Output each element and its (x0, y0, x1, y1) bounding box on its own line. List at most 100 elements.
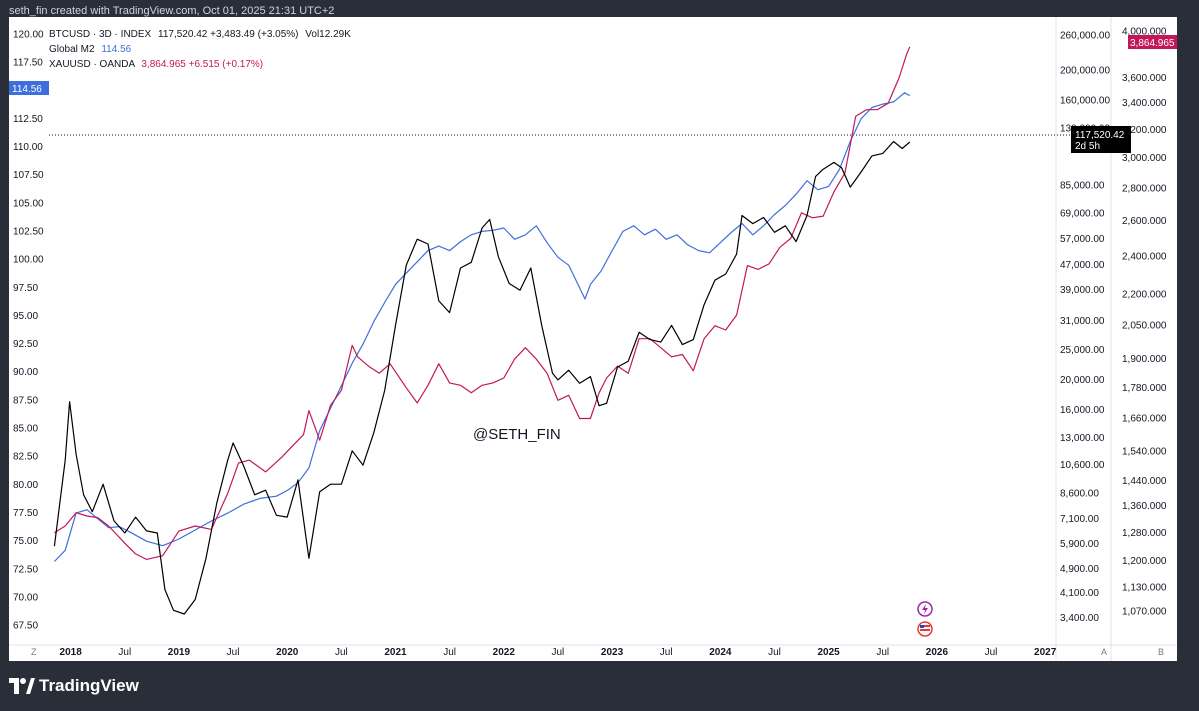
x-axis-tick: 2019 (168, 647, 191, 658)
m2-series-line[interactable] (53, 92, 911, 562)
left-axis-tick: 82.50 (13, 452, 38, 463)
left-axis-tick: 70.00 (13, 593, 38, 604)
chart-legend: BTCUSD · 3D · INDEX 117,520.42 +3,483.49… (49, 27, 351, 72)
x-axis-tick: 2024 (709, 647, 732, 658)
left-axis-tick: 80.00 (13, 480, 38, 491)
left-axis-tick: 100.00 (13, 255, 44, 266)
badge-gold-price-text: 3,864.965 (1130, 38, 1175, 49)
gold-axis-tick: 2,400.000 (1122, 251, 1167, 262)
gold-axis-tick: 1,780.000 (1122, 383, 1167, 394)
btc-axis-tick: 85,000.00 (1060, 181, 1105, 192)
left-axis-tick: 92.50 (13, 339, 38, 350)
gold-axis-tick: 1,130.000 (1122, 583, 1167, 594)
btc-axis-tick: 200,000.00 (1060, 66, 1110, 77)
x-axis-tick: Jul (985, 647, 998, 658)
chart-panel[interactable]: 120.00117.50115.00112.50110.00107.50105.… (9, 17, 1177, 661)
chart-attribution: seth_fin created with TradingView.com, O… (9, 5, 335, 17)
legend-btc-value: 117,520.42 +3,483.49 (+3.05%) (158, 29, 299, 40)
btc-axis-tick: 31,000.00 (1060, 316, 1105, 327)
gold-axis-tick: 3,200.000 (1122, 125, 1167, 136)
btc-axis-tick: 47,000.00 (1060, 260, 1105, 271)
x-axis-tick: 2021 (384, 647, 407, 658)
btc-axis-tick: 8,600.00 (1060, 488, 1099, 499)
btc-axis-tick: 25,000.00 (1060, 345, 1105, 356)
x-axis-tick: Jul (552, 647, 565, 658)
x-axis-tick: Jul (768, 647, 781, 658)
x-axis-tick: 2020 (276, 647, 299, 658)
btc-axis-tick: 160,000.00 (1060, 96, 1110, 107)
gold-axis-tick: 1,360.000 (1122, 501, 1167, 512)
scale-toggle-a[interactable]: A (1101, 647, 1107, 657)
legend-row-gold[interactable]: XAUUSD · OANDA 3,864.965 +6.515 (+0.17%) (49, 57, 351, 72)
left-axis-tick: 107.50 (13, 170, 44, 181)
legend-btc-label: BTCUSD · 3D · INDEX (49, 29, 152, 40)
tradingview-logo[interactable]: TradingView (9, 676, 139, 696)
legend-row-btc[interactable]: BTCUSD · 3D · INDEX 117,520.42 +3,483.49… (49, 27, 351, 42)
gold-axis-tick: 1,440.000 (1122, 476, 1167, 487)
chart-canvas[interactable]: 120.00117.50115.00112.50110.00107.50105.… (9, 17, 1177, 661)
gold-axis-tick: 3,600.000 (1122, 73, 1167, 84)
badge-btc-price-text: 117,520.42 (1075, 130, 1125, 141)
gold-axis-tick: 2,200.000 (1122, 290, 1167, 301)
btc-axis-tick: 20,000.00 (1060, 375, 1105, 386)
btc-axis-tick: 7,100.00 (1060, 514, 1099, 525)
left-axis-tick: 67.50 (13, 621, 38, 632)
legend-m2-value: 114.56 (101, 44, 132, 55)
btc-axis-tick: 16,000.00 (1060, 405, 1105, 416)
gold-axis-tick: 1,900.000 (1122, 354, 1167, 365)
gold-axis-tick: 1,200.000 (1122, 556, 1167, 567)
btc-axis-tick: 260,000.00 (1060, 30, 1110, 41)
x-axis-tick: 2022 (493, 647, 516, 658)
legend-btc-volume: Vol12.29K (305, 29, 351, 40)
btc-axis-tick: 39,000.00 (1060, 285, 1105, 296)
x-axis-tick: Jul (876, 647, 889, 658)
left-axis-tick: 85.00 (13, 424, 38, 435)
btc-axis-tick: 5,900.00 (1060, 539, 1099, 550)
watermark: @SETH_FIN (473, 426, 561, 443)
left-axis-tick: 87.50 (13, 395, 38, 406)
left-axis-tick: 102.50 (13, 226, 44, 237)
btc-axis-tick: 4,900.00 (1060, 564, 1099, 575)
x-axis-tick: Jul (227, 647, 240, 658)
gold-series-line[interactable] (54, 46, 911, 561)
badge-m2-left-text: 114.56 (12, 84, 42, 95)
x-axis-tick: Jul (660, 647, 673, 658)
badge-btc-price: 117,520.42 2d 5h (1071, 126, 1131, 153)
scale-toggle-z[interactable]: Z (31, 647, 37, 657)
left-axis-tick: 112.50 (13, 114, 43, 125)
left-axis-tick: 105.00 (13, 198, 44, 209)
btc-axis-tick: 10,600.00 (1060, 460, 1105, 471)
left-axis-tick: 75.00 (13, 536, 38, 547)
left-axis-tick: 97.50 (13, 283, 38, 294)
us-flag-icon[interactable] (917, 621, 933, 637)
btc-axis-tick: 69,000.00 (1060, 209, 1105, 220)
left-axis-tick: 117.50 (13, 57, 43, 68)
x-axis-tick: 2025 (817, 647, 840, 658)
badge-btc-countdown-text: 2d 5h (1075, 141, 1100, 152)
badge-gold-price: 3,864.965 (1128, 35, 1177, 49)
x-axis-tick: 2023 (601, 647, 624, 658)
gold-axis-tick: 1,660.000 (1122, 413, 1167, 424)
gold-axis-tick: 2,600.000 (1122, 216, 1167, 227)
btc-series-line[interactable] (53, 140, 911, 615)
btc-axis-tick: 3,400.00 (1060, 613, 1099, 624)
legend-m2-label: Global M2 (49, 44, 95, 55)
legend-row-m2[interactable]: Global M2 114.56 (49, 42, 351, 57)
x-axis-tick: Jul (118, 647, 131, 658)
btc-axis-tick: 13,000.00 (1060, 433, 1105, 444)
x-axis-tick: Jul (335, 647, 348, 658)
left-axis-tick: 110.00 (13, 142, 43, 153)
x-axis-tick: 2026 (926, 647, 949, 658)
gold-axis-tick: 4,000.000 (1122, 27, 1167, 38)
left-axis-tick: 95.00 (13, 311, 38, 322)
gold-axis-tick: 1,280.000 (1122, 528, 1167, 539)
left-axis-tick: 90.00 (13, 367, 38, 378)
gold-axis-tick: 1,540.000 (1122, 446, 1167, 457)
gold-axis-tick: 2,050.000 (1122, 321, 1167, 332)
tradingview-brand: TradingView (39, 676, 139, 695)
lightning-icon[interactable] (917, 601, 933, 617)
scale-toggle-b[interactable]: B (1158, 647, 1164, 657)
gold-axis-tick: 3,000.000 (1122, 153, 1167, 164)
legend-gold-value: 3,864.965 +6.515 (+0.17%) (141, 59, 264, 70)
tradingview-logo-icon (9, 678, 35, 694)
